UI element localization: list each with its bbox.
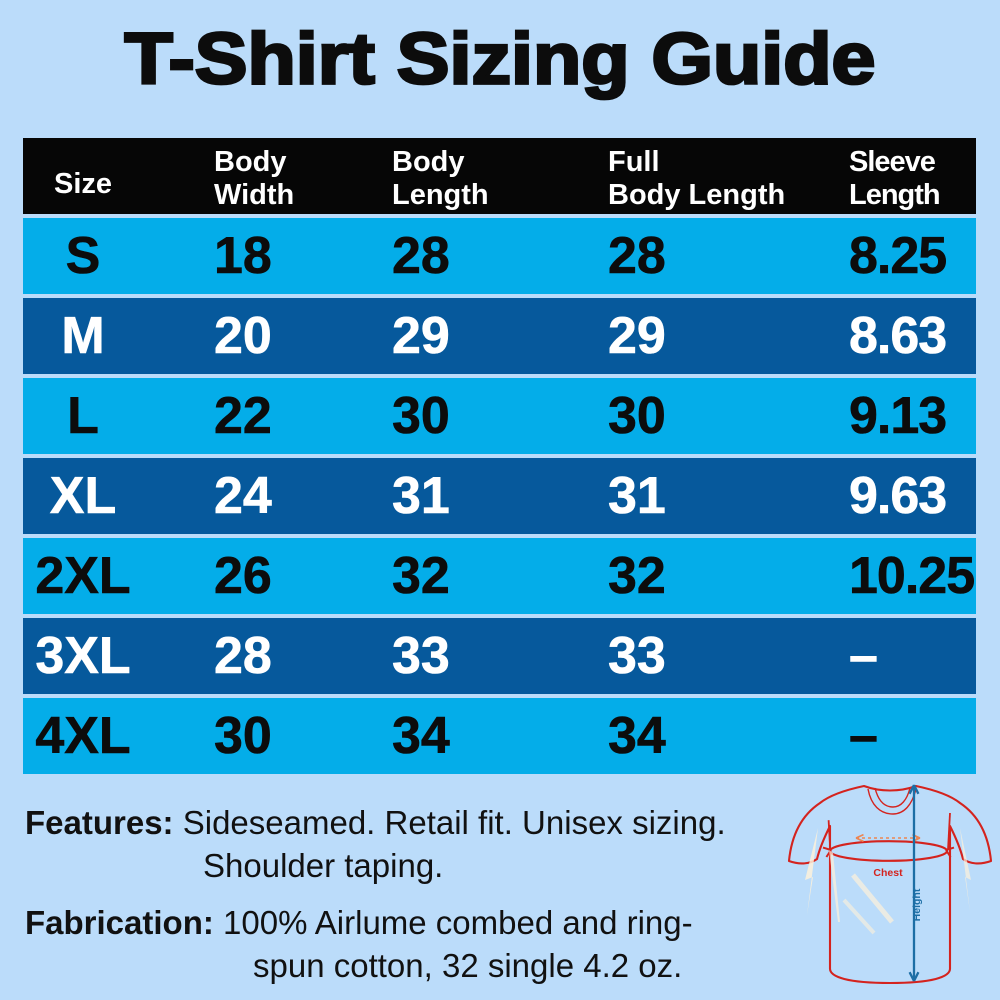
svg-text:Chest: Chest [873,867,903,879]
svg-text:Height: Height [911,888,923,921]
